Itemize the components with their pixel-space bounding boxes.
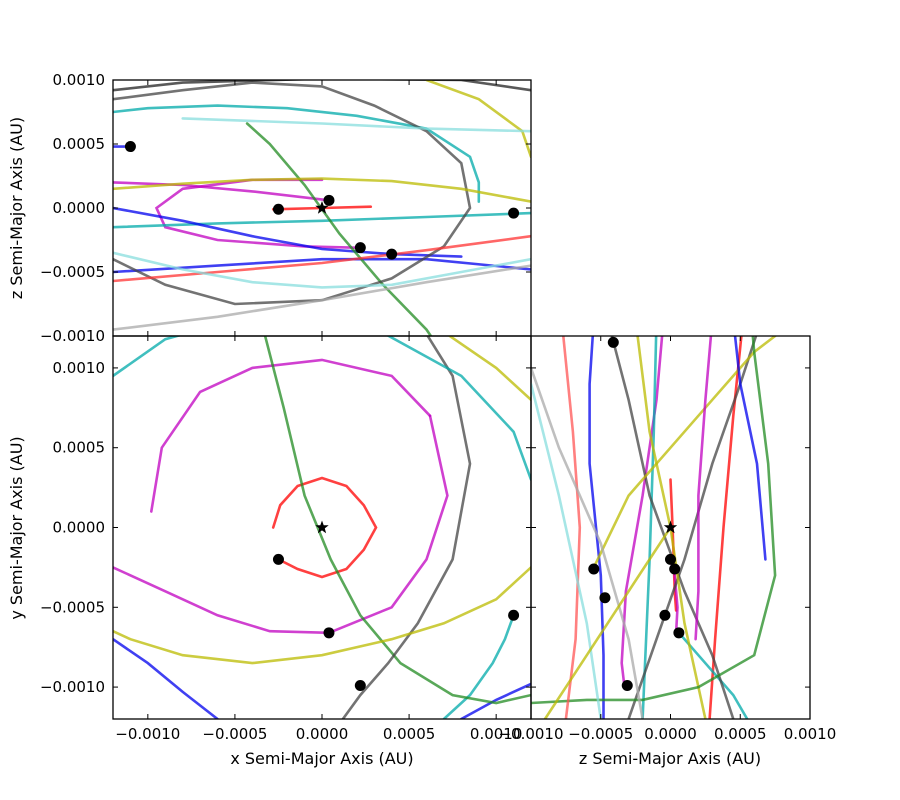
y-tick-label: 0.0010 — [53, 71, 106, 89]
planet-marker — [599, 592, 611, 604]
orbit-path-zy — [733, 336, 767, 561]
orbit-path-xy — [271, 476, 378, 579]
x-tick-label: −0.0010 — [498, 725, 563, 743]
star-marker — [315, 520, 329, 534]
orbit-path-xy — [113, 336, 182, 378]
orbit-path-xy — [113, 566, 531, 665]
x-tick-label: 0.0000 — [296, 725, 349, 743]
orbit-path-zy — [531, 382, 603, 719]
orbit-path-xz — [181, 117, 531, 133]
orbit-path-zy — [627, 336, 758, 719]
x-tick-label: 0.0005 — [383, 725, 436, 743]
x-tick-label: 0.0010 — [784, 725, 837, 743]
planet-marker — [386, 248, 398, 260]
orbit-path-xy — [447, 336, 531, 402]
panel-zy: −0.0010 −0.0005 0.0000 0.0005 0.0010 z Semi-… — [498, 335, 837, 768]
panel-xy-xlabel: x Semi-Major Axis (AU) — [230, 749, 413, 768]
y-tick-label: 0.0010 — [53, 359, 106, 377]
planet-marker — [659, 609, 671, 621]
star-marker — [315, 201, 329, 214]
orbit-path-xz — [113, 211, 531, 229]
x-tick-label: −0.0010 — [115, 725, 180, 743]
orbit-path-zy — [531, 366, 644, 719]
orbit-path-zy — [610, 336, 735, 719]
y-tick-label: −0.0010 — [40, 678, 105, 696]
x-tick-label: 0.0010 — [470, 725, 523, 743]
x-tick-label: −0.0005 — [568, 725, 633, 743]
x-tick-label: 0.0000 — [644, 725, 697, 743]
planet-marker — [588, 563, 600, 575]
orbit-path-xy — [341, 336, 472, 719]
orbit-path-xz — [113, 264, 531, 331]
panel-xy: −0.0010 −0.0005 0.0000 0.0005 0.0010 0.0010 0.… — [7, 335, 532, 768]
orbit-path-xy — [150, 358, 432, 513]
planet-marker — [354, 242, 366, 254]
orbit-path-zy — [543, 526, 672, 719]
y-tick-label: −0.0010 — [40, 327, 105, 345]
planet-marker — [508, 609, 520, 621]
orbit-path-xy — [263, 336, 531, 705]
orbit-path-zy — [708, 336, 743, 719]
y-tick-label: 0.0005 — [53, 135, 106, 153]
planet-marker — [354, 679, 366, 691]
y-tick-label: 0.0005 — [53, 439, 106, 457]
panel-xz-ylabel: z Semi-Major Axis (AU) — [7, 117, 26, 299]
planet-marker — [323, 194, 335, 206]
planet-marker — [272, 203, 284, 215]
panel-zy-xlabel: z Semi-Major Axis (AU) — [579, 749, 761, 768]
orbit-path-xz — [113, 181, 331, 202]
orbit-path-xy — [460, 682, 531, 719]
panel-xz: 0.0010 0.0005 0.0000 −0.0005 −0.0010 z Semi-… — [7, 71, 532, 345]
orbit-path-xz — [113, 234, 531, 283]
y-tick-label: −0.0005 — [40, 263, 105, 281]
planet-marker — [272, 553, 284, 565]
orbit-path-zy — [531, 336, 777, 705]
planet-marker — [323, 627, 335, 639]
orbit-path-xy — [113, 637, 219, 719]
orbit-path-xz — [113, 251, 531, 289]
planet-marker — [508, 207, 520, 219]
orbit-path-zy — [588, 336, 605, 719]
y-tick-label: 0.0000 — [53, 199, 106, 217]
planet-marker — [665, 553, 676, 565]
orbit-path-zy — [620, 336, 664, 689]
orbit-path-xz — [113, 80, 531, 92]
orbit-path-xz — [113, 81, 472, 306]
orbit-path-xz — [113, 257, 531, 274]
x-tick-label: −0.0005 — [202, 725, 267, 743]
orbit-path-zy — [694, 336, 713, 641]
star-marker — [663, 520, 678, 534]
panel-xy-ylabel: y Semi-Major Axis (AU) — [7, 436, 26, 619]
x-tick-label: 0.0005 — [714, 725, 767, 743]
planet-marker — [607, 336, 619, 348]
planet-marker — [621, 679, 633, 691]
orbit-path-xy — [386, 336, 531, 481]
orbit-path-xy — [442, 614, 515, 719]
planet-marker — [124, 141, 136, 153]
orbit-path-zy — [592, 336, 778, 569]
orbit-path-xy — [113, 414, 449, 635]
orbit-path-xz — [113, 206, 463, 258]
orbit-path-xz — [245, 122, 433, 336]
planet-marker — [669, 563, 681, 575]
y-tick-label: −0.0005 — [40, 598, 105, 616]
orbit-path-xz — [113, 104, 481, 203]
orbit-path-zy — [561, 336, 582, 719]
planet-marker — [673, 627, 685, 639]
y-tick-label: 0.0000 — [53, 519, 106, 537]
orbit-path-xz — [113, 177, 531, 203]
